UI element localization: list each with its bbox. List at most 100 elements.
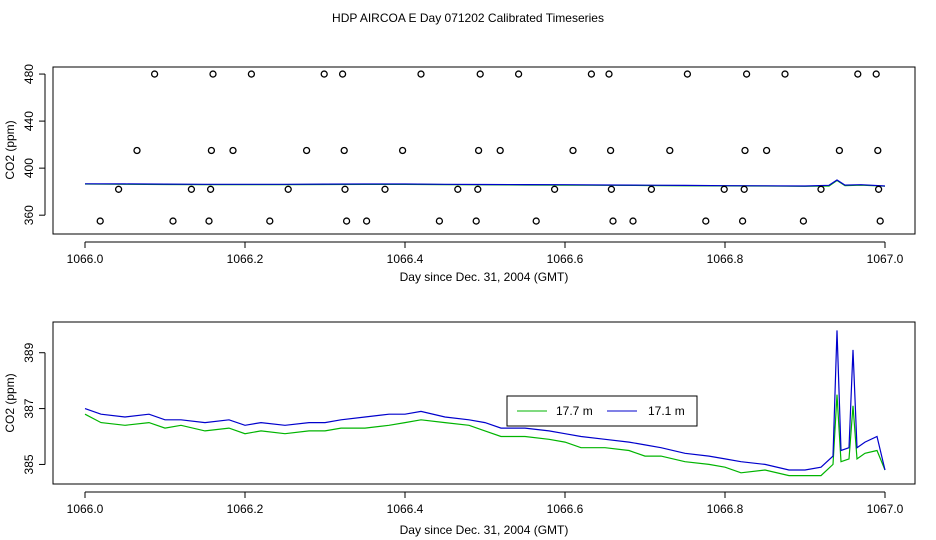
calibration-point: [338, 70, 347, 78]
calibration-point: [514, 70, 523, 78]
calibration-point: [435, 217, 444, 225]
bottom-x-tick-label: 1066.0: [67, 502, 104, 516]
calibration-point: [569, 146, 577, 155]
calibration-point: [284, 185, 292, 193]
calibration-point: [474, 185, 482, 193]
top-x-tick-label: 1066.4: [387, 252, 424, 266]
calibration-point: [835, 146, 844, 155]
calibration-point: [229, 146, 237, 155]
calibration-point: [114, 185, 123, 193]
top-x-tick-label: 1066.0: [67, 252, 104, 266]
bottom-series-line-0: [84, 394, 886, 477]
calibration-point: [532, 217, 540, 225]
legend: 17.7 m 17.1 m: [506, 395, 698, 427]
bottom-x-tick-label: 1066.4: [387, 502, 424, 516]
calibration-point: [381, 185, 389, 193]
calibration-point: [302, 146, 311, 155]
bottom-y-axis: 385 387 389: [22, 342, 46, 474]
top-x-tick-label: 1067.0: [867, 252, 904, 266]
bottom-x-tick-label: 1066.6: [547, 502, 584, 516]
calibration-point: [666, 146, 674, 155]
calibration-point: [169, 217, 177, 225]
calibration-point: [683, 70, 692, 78]
calibration-point: [605, 70, 613, 78]
calibration-point: [629, 217, 637, 225]
calibration-point: [781, 70, 789, 78]
top-x-axis-label: Day since Dec. 31, 2004 (GMT): [400, 270, 569, 284]
top-plot-frame: [52, 66, 916, 235]
calibration-point: [187, 185, 196, 193]
top-x-axis: 1066.0 1066.2 1066.4 1066.6 1066.8 1067.0: [67, 241, 904, 266]
bottom-panel: 385 387 389 1066.0 1066.2 1066.4 1066.6 1066.8…: [3, 321, 916, 537]
top-x-tick-label: 1066.2: [227, 252, 264, 266]
bottom-x-tick-label: 1066.8: [707, 502, 744, 516]
calibration-point: [742, 70, 751, 78]
calibration-point: [96, 217, 104, 225]
calibration-point: [876, 217, 884, 225]
calibration-point: [647, 185, 656, 193]
calibration-point: [247, 70, 256, 78]
calibration-point: [150, 70, 159, 78]
calibration-point: [133, 146, 141, 155]
calibration-point: [472, 217, 480, 225]
calibration-point: [362, 217, 371, 225]
top-y-tick-label: 480: [22, 64, 36, 84]
calibration-point: [417, 70, 425, 78]
calibration-point: [474, 146, 483, 155]
top-calibration-points: [96, 70, 884, 225]
bottom-x-axis-label: Day since Dec. 31, 2004 (GMT): [400, 523, 569, 537]
calibration-point: [320, 70, 328, 78]
bottom-plot-frame: [52, 321, 916, 485]
legend-label-17.1m: 17.1 m: [648, 404, 685, 418]
bottom-series-lines: [84, 330, 886, 477]
legend-label-17.7m: 17.7 m: [556, 404, 593, 418]
calibration-point: [874, 146, 882, 155]
figure-title: HDP AIRCOA E Day 071202 Calibrated Times…: [332, 11, 604, 25]
bottom-series-line-1: [84, 330, 886, 471]
calibration-point: [872, 70, 880, 78]
calibration-point: [817, 185, 825, 193]
calibration-point: [606, 146, 615, 155]
calibration-point: [340, 146, 348, 155]
bottom-y-tick-label: 385: [22, 454, 36, 474]
bottom-x-tick-label: 1066.2: [227, 502, 264, 516]
top-series-lines: [84, 179, 886, 187]
bottom-x-tick-label: 1067.0: [867, 502, 904, 516]
top-y-tick-label: 440: [22, 111, 36, 131]
calibration-point: [206, 185, 215, 193]
calibration-point: [342, 217, 351, 225]
top-y-tick-label: 360: [22, 205, 36, 225]
top-y-axis-label: CO2 (ppm): [3, 120, 17, 179]
calibration-point: [205, 217, 213, 225]
bottom-y-axis-label: CO2 (ppm): [3, 373, 17, 432]
calibration-point: [874, 185, 883, 193]
bottom-y-tick-label: 389: [22, 342, 36, 362]
top-series-line-1: [84, 179, 886, 187]
calibration-point: [702, 217, 710, 225]
calibration-point: [266, 217, 274, 225]
calibration-point: [454, 185, 462, 193]
calibration-point: [209, 70, 217, 78]
calibration-point: [496, 146, 504, 155]
bottom-x-axis: 1066.0 1066.2 1066.4 1066.6 1066.8 1067.0: [67, 491, 904, 516]
calibration-point: [609, 217, 617, 225]
top-x-tick-label: 1066.8: [707, 252, 744, 266]
calibration-point: [207, 146, 216, 155]
calibration-point: [854, 70, 862, 78]
calibration-point: [762, 146, 771, 155]
calibration-point: [799, 217, 808, 225]
calibration-point: [398, 146, 407, 155]
calibration-point: [341, 185, 349, 193]
bottom-y-tick-label: 387: [22, 398, 36, 418]
calibration-point: [740, 185, 748, 193]
calibration-point: [587, 70, 596, 78]
top-y-axis: 360 400 440 480: [22, 64, 46, 225]
calibration-point: [476, 70, 484, 78]
calibration-point: [738, 217, 747, 225]
calibration-point: [607, 185, 616, 193]
calibration-point: [741, 146, 749, 155]
top-y-tick-label: 400: [22, 158, 36, 178]
calibration-point: [550, 185, 559, 193]
